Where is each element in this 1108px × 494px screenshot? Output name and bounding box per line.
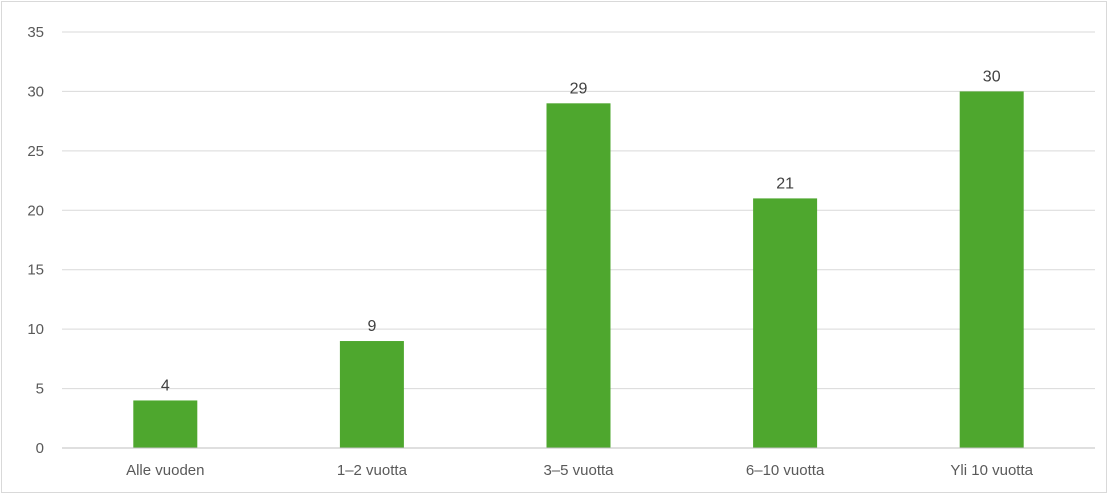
y-tick-label: 15 xyxy=(27,262,44,279)
x-tick-label: Yli 10 vuotta xyxy=(950,462,1033,479)
bar xyxy=(133,400,198,448)
y-tick-label: 20 xyxy=(27,202,44,219)
data-label: 4 xyxy=(161,377,170,394)
bar xyxy=(959,91,1024,448)
data-label: 9 xyxy=(367,318,376,335)
y-tick-label: 30 xyxy=(27,83,44,100)
bar xyxy=(546,103,611,449)
bar xyxy=(339,341,404,448)
data-label: 29 xyxy=(570,80,588,97)
y-tick-label: 10 xyxy=(27,321,44,338)
x-tick-label: 6–10 vuotta xyxy=(746,462,825,479)
x-axis-tick-labels: Alle vuoden 1–2 vuotta 3–5 vuotta 6–10 vuot… xyxy=(126,462,1034,479)
y-tick-label: 35 xyxy=(27,24,44,41)
data-label: 21 xyxy=(776,175,794,192)
y-tick-label: 5 xyxy=(36,381,44,398)
data-label: 30 xyxy=(983,68,1001,85)
x-tick-label: 1–2 vuotta xyxy=(337,462,408,479)
bars xyxy=(133,91,1024,449)
bar xyxy=(753,198,818,448)
y-axis-tick-labels: 0 5 10 15 20 25 30 35 xyxy=(27,24,44,457)
y-tick-label: 25 xyxy=(27,143,44,160)
data-labels: 4 9 29 21 30 xyxy=(161,68,1001,394)
x-tick-label: Alle vuoden xyxy=(126,462,204,479)
y-tick-label: 0 xyxy=(36,440,44,457)
x-tick-label: 3–5 vuotta xyxy=(543,462,614,479)
